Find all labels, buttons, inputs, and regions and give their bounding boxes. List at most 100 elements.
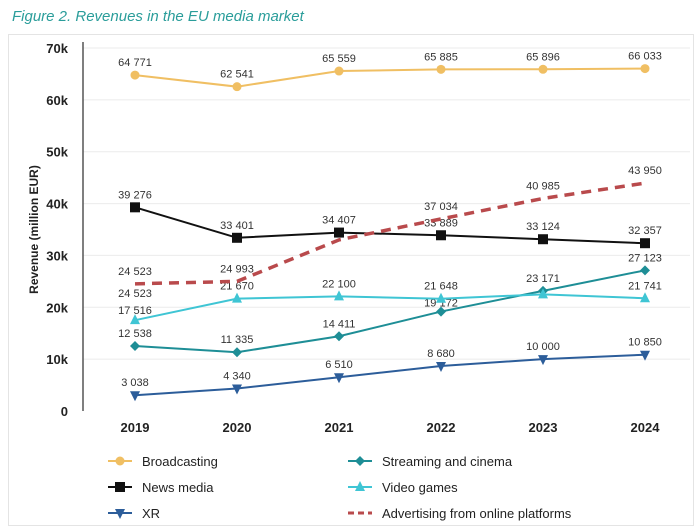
video-games-point	[130, 314, 140, 325]
legend-label-advertising-from-online-platforms: Advertising from online platforms	[382, 506, 572, 521]
y-axis-label: Revenue (million EUR)	[27, 165, 41, 294]
y-tick-label: 50k	[46, 145, 68, 160]
xr-point	[436, 361, 446, 372]
legend-marker-xr	[115, 509, 125, 519]
xr-point	[640, 350, 650, 361]
broadcasting-data-label: 65 885	[424, 51, 458, 63]
broadcasting-data-label: 65 896	[526, 51, 560, 63]
broadcasting-point	[130, 70, 140, 80]
xr-data-label: 3 038	[121, 377, 149, 389]
xr-data-label: 10 000	[526, 341, 560, 353]
y-tick-label: 10k	[46, 352, 68, 367]
legend-marker-video-games	[355, 481, 365, 491]
annotation-label: 24 523	[118, 288, 152, 300]
video-games-data-label: 21 648	[424, 281, 458, 293]
x-tick-label: 2024	[631, 420, 661, 435]
streaming-and-cinema-data-label: 23 171	[526, 273, 560, 285]
streaming-and-cinema-data-label: 27 123	[628, 252, 662, 264]
x-tick-label: 2020	[223, 420, 252, 435]
legend-label-news-media: News media	[142, 480, 214, 495]
y-tick-label: 60k	[46, 93, 68, 108]
y-tick-label: 70k	[46, 41, 68, 56]
x-tick-label: 2022	[427, 420, 456, 435]
video-games-point	[436, 292, 446, 303]
streaming-and-cinema-point	[232, 347, 242, 358]
advertising-from-online-platforms-data-label: 43 950	[628, 165, 662, 177]
y-tick-label: 40k	[46, 197, 68, 212]
video-games-point	[334, 290, 344, 301]
legend-marker-news-media	[115, 482, 125, 492]
video-games-line	[134, 293, 646, 322]
news-media-point	[232, 232, 242, 243]
streaming-and-cinema-point	[640, 265, 650, 276]
legend-marker-broadcasting	[115, 456, 125, 466]
news-media-point	[334, 227, 344, 238]
news-media-data-label: 33 124	[526, 221, 560, 233]
news-media-point	[538, 234, 548, 245]
broadcasting-data-label: 64 771	[118, 57, 152, 69]
news-media-data-label: 33 889	[424, 217, 458, 229]
news-media-data-label: 39 276	[118, 189, 152, 201]
x-tick-label: 2021	[325, 420, 354, 435]
streaming-and-cinema-point	[334, 331, 344, 342]
xr-point	[538, 355, 548, 366]
video-games-data-label: 21 670	[220, 281, 254, 293]
news-media-data-label: 34 407	[322, 215, 356, 227]
news-media-point	[130, 202, 140, 213]
video-games-point	[232, 292, 242, 303]
streaming-and-cinema-data-label: 19 172	[424, 298, 458, 310]
news-media-line	[134, 206, 646, 245]
broadcasting-point	[232, 82, 242, 92]
legend-label-xr: XR	[142, 506, 160, 521]
xr-point	[334, 373, 344, 384]
advertising-from-online-platforms-data-label: 24 523	[118, 266, 152, 278]
legend-label-broadcasting: Broadcasting	[142, 454, 218, 469]
xr-data-label: 4 340	[223, 370, 251, 382]
streaming-and-cinema-point	[130, 340, 140, 351]
streaming-and-cinema-data-label: 12 538	[118, 328, 152, 340]
news-media-data-label: 33 401	[220, 220, 254, 232]
chart-title: Figure 2. Revenues in the EU media marke…	[12, 8, 304, 25]
x-tick-label: 2023	[529, 420, 558, 435]
chart-frame	[8, 34, 694, 526]
advertising-from-online-platforms-data-label: 24 993	[220, 263, 254, 275]
broadcasting-point	[334, 66, 344, 76]
news-media-point	[640, 238, 650, 249]
y-tick-label: 30k	[46, 248, 68, 263]
streaming-and-cinema-point	[436, 306, 446, 317]
broadcasting-point	[436, 64, 446, 74]
xr-line	[134, 353, 646, 397]
y-tick-label: 20k	[46, 300, 68, 315]
xr-data-label: 8 680	[427, 348, 455, 360]
y-tick-label: 0	[61, 404, 68, 419]
x-tick-label: 2019	[121, 420, 150, 435]
advertising-from-online-platforms-data-label: 37 034	[424, 201, 458, 213]
legend-label-streaming-and-cinema: Streaming and cinema	[382, 454, 513, 469]
streaming-and-cinema-line	[134, 269, 646, 354]
xr-point	[232, 384, 242, 395]
broadcasting-data-label: 65 559	[322, 53, 356, 65]
streaming-and-cinema-data-label: 11 335	[221, 334, 254, 346]
advertising-from-online-platforms-line	[134, 181, 646, 286]
video-games-data-label: 17 516	[118, 305, 152, 317]
legend-marker-streaming-and-cinema	[355, 456, 365, 466]
streaming-and-cinema-data-label: 14 411	[323, 318, 356, 330]
news-media-data-label: 32 357	[628, 225, 662, 237]
broadcasting-line	[134, 67, 646, 88]
xr-data-label: 10 850	[628, 337, 662, 349]
legend-label-video-games: Video games	[382, 480, 458, 495]
news-media-point	[436, 230, 446, 241]
video-games-data-label: 21 741	[628, 280, 662, 292]
xr-point	[130, 391, 140, 402]
broadcasting-point	[640, 64, 650, 74]
video-games-point	[640, 292, 650, 303]
broadcasting-data-label: 66 033	[628, 51, 662, 63]
advertising-from-online-platforms-data-label: 40 985	[526, 180, 560, 192]
broadcasting-point	[538, 64, 548, 74]
xr-data-label: 6 510	[325, 359, 353, 371]
video-games-point	[538, 288, 548, 299]
video-games-data-label: 22 100	[322, 278, 356, 290]
broadcasting-data-label: 62 541	[220, 69, 254, 81]
